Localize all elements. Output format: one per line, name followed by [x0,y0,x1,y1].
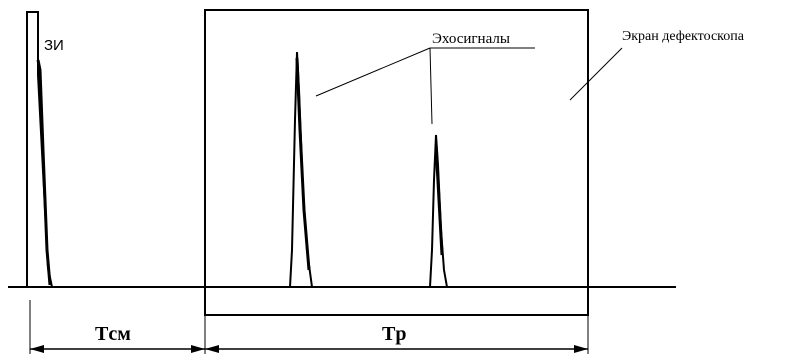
arrow-tsm-left [30,345,44,353]
screen-leader [569,47,623,101]
detector-screen-frame [204,9,589,316]
echo-signal-1-shade [295,57,311,271]
label-t-sweep: Tp [382,323,406,345]
echoes-leader-1 [315,47,431,97]
arrow-tsm-right [191,345,205,353]
label-screen: Экран дефектоскопа [622,29,745,44]
label-t-delay: Tсм [95,323,131,345]
arrow-tp-right [574,345,588,353]
label-echoes: Эхосигналы [432,31,510,47]
arrow-tp-left [205,345,219,353]
echo-signal-2-shade [434,144,444,256]
echoes-leader-2 [429,47,433,125]
label-zi: ЗИ [44,37,64,54]
probe-pulse-tail [36,59,52,286]
